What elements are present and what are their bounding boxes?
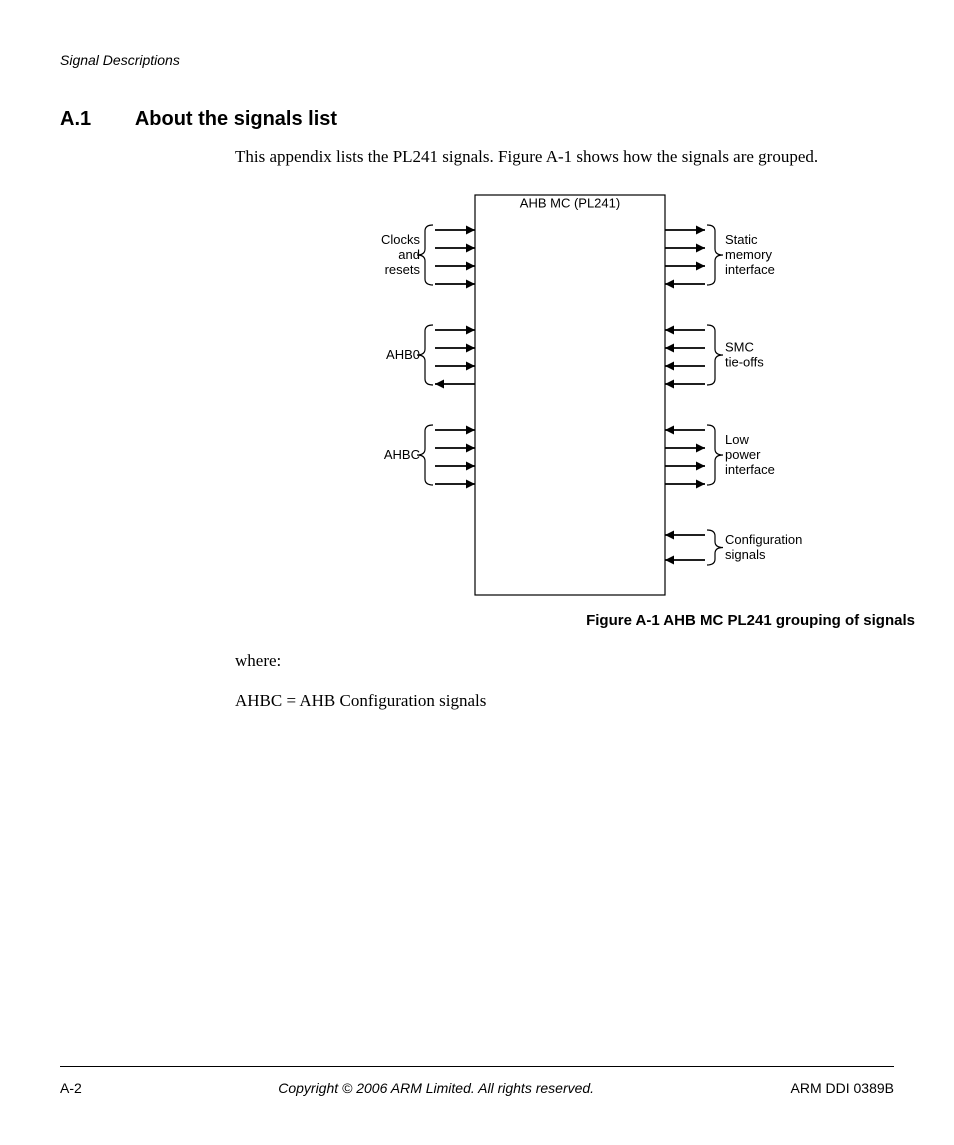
footer-doc-id: ARM DDI 0389B xyxy=(791,1080,894,1096)
svg-text:SMC: SMC xyxy=(725,340,754,355)
figure-caption: Figure A-1 AHB MC PL241 grouping of sign… xyxy=(500,612,915,629)
footer-copyright: Copyright © 2006 ARM Limited. All rights… xyxy=(278,1080,594,1096)
document-page: Signal Descriptions A.1 About the signal… xyxy=(0,0,954,1145)
footer-rule xyxy=(60,1066,894,1067)
page-footer: A-2 Copyright © 2006 ARM Limited. All ri… xyxy=(60,1080,894,1096)
svg-text:Static: Static xyxy=(725,232,758,247)
signal-diagram-svg: AHB MC (PL241) Clocksandresets AHB0 AHBC Sta… xyxy=(235,185,915,605)
ahbc-definition: AHBC = AHB Configuration signals xyxy=(235,690,486,713)
svg-text:Low: Low xyxy=(725,432,749,447)
svg-text:interface: interface xyxy=(725,462,775,477)
svg-text:and: and xyxy=(398,247,420,262)
section-heading: A.1 About the signals list xyxy=(60,108,337,131)
where-label: where: xyxy=(235,650,281,673)
svg-text:AHB MC (PL241): AHB MC (PL241) xyxy=(520,196,620,211)
intro-paragraph: This appendix lists the PL241 signals. F… xyxy=(235,146,818,169)
svg-text:Clocks: Clocks xyxy=(381,232,421,247)
svg-text:interface: interface xyxy=(725,262,775,277)
figure-a1: AHB MC (PL241) Clocksandresets AHB0 AHBC Sta… xyxy=(235,185,915,610)
running-head: Signal Descriptions xyxy=(60,52,180,68)
section-number: A.1 xyxy=(60,108,130,131)
svg-text:Configuration: Configuration xyxy=(725,532,802,547)
svg-text:signals: signals xyxy=(725,547,766,562)
svg-text:AHBC: AHBC xyxy=(384,447,420,462)
footer-page-number: A-2 xyxy=(60,1080,82,1096)
svg-text:memory: memory xyxy=(725,247,772,262)
section-title: About the signals list xyxy=(135,108,337,130)
svg-text:AHB0: AHB0 xyxy=(386,347,420,362)
svg-text:power: power xyxy=(725,447,761,462)
svg-text:resets: resets xyxy=(385,262,421,277)
svg-text:tie-offs: tie-offs xyxy=(725,355,764,370)
